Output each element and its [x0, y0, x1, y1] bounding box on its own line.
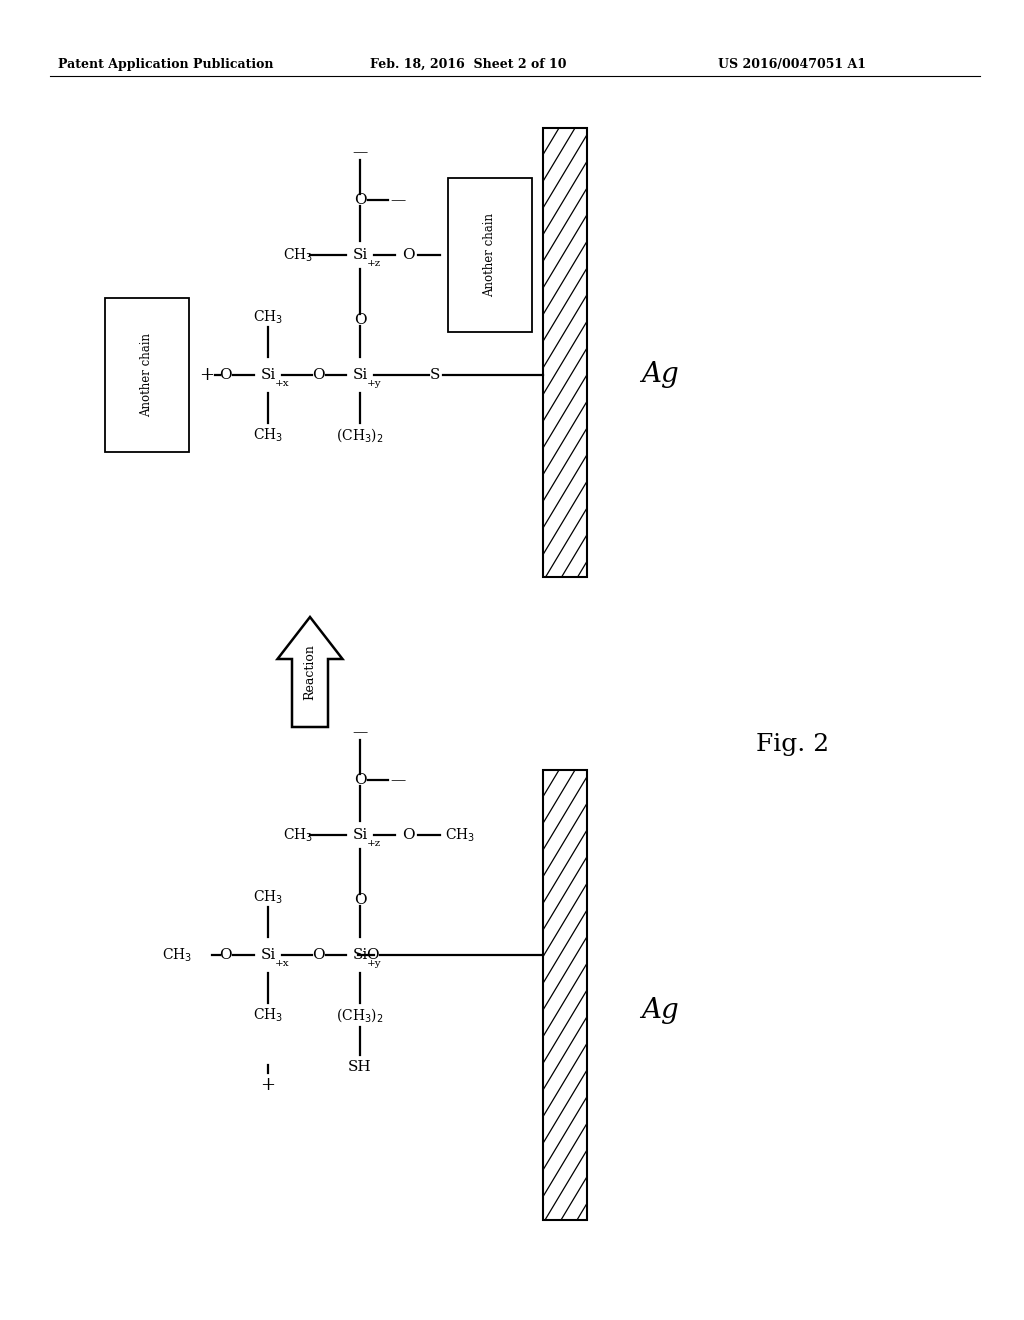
Text: CH$_3$: CH$_3$: [253, 426, 283, 444]
Bar: [543, 128, 587, 577]
Text: O: O: [219, 948, 231, 962]
Text: Si: Si: [260, 948, 275, 962]
Text: Ag: Ag: [641, 997, 679, 1023]
Text: O: O: [219, 368, 231, 381]
Text: —: —: [352, 145, 368, 158]
Text: CH$_3$: CH$_3$: [444, 826, 475, 843]
Text: —: —: [352, 725, 368, 739]
Text: +y: +y: [367, 958, 381, 968]
Text: +z: +z: [367, 838, 381, 847]
Text: CH$_3$: CH$_3$: [283, 247, 313, 264]
Text: CH$_3$: CH$_3$: [162, 946, 193, 964]
Text: (CH$_3$)$_2$: (CH$_3$)$_2$: [336, 1006, 384, 1024]
Text: O: O: [353, 894, 367, 907]
Text: CH$_3$: CH$_3$: [253, 1006, 283, 1024]
Text: —: —: [390, 193, 406, 207]
Text: O: O: [401, 248, 415, 261]
Text: SH: SH: [348, 1060, 372, 1074]
Text: O: O: [311, 368, 325, 381]
Text: O: O: [366, 948, 378, 962]
Text: Si: Si: [352, 248, 368, 261]
Text: Feb. 18, 2016  Sheet 2 of 10: Feb. 18, 2016 Sheet 2 of 10: [370, 58, 566, 71]
Text: O: O: [353, 774, 367, 787]
Text: O: O: [353, 313, 367, 327]
Text: Patent Application Publication: Patent Application Publication: [58, 58, 273, 71]
Text: +: +: [260, 1076, 275, 1094]
Text: +: +: [200, 366, 214, 384]
Text: CH$_3$: CH$_3$: [283, 826, 313, 843]
Text: S: S: [430, 368, 440, 381]
Text: Another chain: Another chain: [483, 213, 497, 297]
Bar: [543, 770, 587, 1220]
Text: +x: +x: [274, 379, 290, 388]
Text: Ag: Ag: [641, 362, 679, 388]
Text: O: O: [401, 828, 415, 842]
Text: Another chain: Another chain: [140, 333, 154, 417]
Text: Si: Si: [260, 368, 275, 381]
Text: CH$_3$: CH$_3$: [253, 309, 283, 326]
Text: Si: Si: [352, 948, 368, 962]
FancyArrow shape: [278, 616, 342, 727]
Text: Reaction: Reaction: [303, 644, 316, 700]
Text: +z: +z: [367, 259, 381, 268]
Text: CH$_3$: CH$_3$: [253, 888, 283, 906]
Text: Fig. 2: Fig. 2: [757, 734, 829, 756]
Text: +y: +y: [367, 379, 381, 388]
Text: US 2016/0047051 A1: US 2016/0047051 A1: [718, 58, 866, 71]
Text: Si: Si: [352, 828, 368, 842]
Text: O: O: [311, 948, 325, 962]
Text: Si: Si: [352, 368, 368, 381]
Text: +x: +x: [274, 958, 290, 968]
Text: O: O: [353, 193, 367, 207]
Text: (CH$_3$)$_2$: (CH$_3$)$_2$: [336, 426, 384, 444]
Text: —: —: [390, 774, 406, 787]
